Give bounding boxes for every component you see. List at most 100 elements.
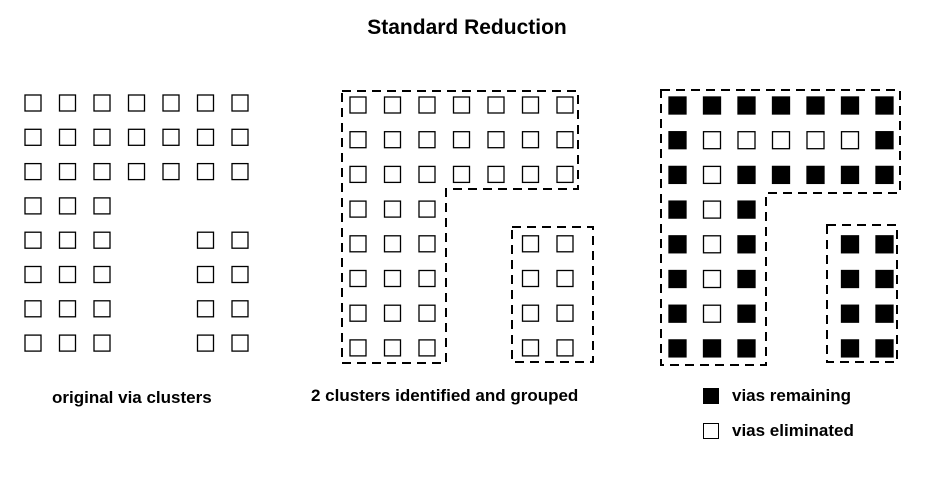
via xyxy=(93,94,111,112)
via xyxy=(196,300,215,318)
via-remaining xyxy=(875,304,894,323)
via xyxy=(452,96,471,114)
via-remaining xyxy=(668,304,687,323)
via xyxy=(231,334,249,352)
via xyxy=(556,96,574,114)
via xyxy=(521,235,540,253)
via xyxy=(58,197,77,215)
via-remaining xyxy=(840,304,860,323)
via xyxy=(196,265,215,284)
via xyxy=(24,197,42,215)
caption-clusters-grouped: 2 clusters identified and grouped xyxy=(311,386,579,405)
via xyxy=(383,339,402,357)
via xyxy=(231,265,249,284)
via xyxy=(521,304,540,322)
via xyxy=(487,165,505,184)
via-remaining xyxy=(840,339,860,358)
via xyxy=(487,131,505,149)
via xyxy=(93,128,111,146)
via-remaining xyxy=(737,269,756,289)
via-remaining xyxy=(875,96,894,115)
via-remaining xyxy=(840,165,860,185)
via xyxy=(383,235,402,253)
via xyxy=(349,200,367,218)
via xyxy=(93,197,111,215)
via-remaining xyxy=(737,165,756,185)
via-eliminated xyxy=(737,131,756,150)
via xyxy=(349,96,367,114)
via xyxy=(231,231,249,249)
via xyxy=(127,162,146,181)
via xyxy=(24,265,42,284)
via xyxy=(196,128,215,146)
via-remaining xyxy=(702,96,722,115)
panel-vias-after-reduction xyxy=(660,89,901,366)
via xyxy=(93,334,111,352)
via xyxy=(556,269,574,288)
via xyxy=(452,131,471,149)
via xyxy=(418,339,436,357)
via xyxy=(24,94,42,112)
via-remaining xyxy=(737,200,756,219)
via-remaining xyxy=(668,200,687,219)
l-shaped-cluster-outline xyxy=(660,89,901,366)
via xyxy=(383,200,402,218)
via-eliminated xyxy=(702,200,722,219)
via xyxy=(93,162,111,181)
via xyxy=(24,300,42,318)
via xyxy=(383,131,402,149)
via-eliminated xyxy=(840,131,860,150)
via xyxy=(349,339,367,357)
legend-label-eliminated: vias eliminated xyxy=(732,421,854,440)
panel-original-via-clusters xyxy=(24,94,249,352)
filled-square-icon xyxy=(703,388,719,404)
via xyxy=(418,235,436,253)
via xyxy=(383,165,402,184)
via xyxy=(196,94,215,112)
via xyxy=(58,334,77,352)
via xyxy=(452,165,471,184)
via-eliminated xyxy=(806,131,825,150)
via xyxy=(383,304,402,322)
via xyxy=(383,269,402,288)
via xyxy=(231,300,249,318)
legend-item-eliminated: vias eliminated xyxy=(703,421,854,441)
via xyxy=(349,235,367,253)
via xyxy=(58,162,77,181)
via xyxy=(418,304,436,322)
via xyxy=(556,339,574,357)
via-remaining xyxy=(668,339,687,358)
via-eliminated xyxy=(771,131,791,150)
via xyxy=(556,235,574,253)
via xyxy=(24,231,42,249)
via xyxy=(231,128,249,146)
via-remaining xyxy=(737,96,756,115)
via xyxy=(127,94,146,112)
via xyxy=(196,231,215,249)
diagram-title: Standard Reduction xyxy=(367,16,567,39)
caption-original-via-clusters: original via clusters xyxy=(52,388,212,407)
via-remaining xyxy=(771,165,791,185)
via-remaining xyxy=(875,269,894,289)
via-remaining xyxy=(737,304,756,323)
via xyxy=(24,162,42,181)
via xyxy=(349,165,367,184)
via xyxy=(24,334,42,352)
via-remaining xyxy=(875,165,894,185)
via xyxy=(24,128,42,146)
via xyxy=(521,339,540,357)
via xyxy=(162,162,180,181)
via xyxy=(58,94,77,112)
via-eliminated xyxy=(702,165,722,185)
via xyxy=(521,96,540,114)
via xyxy=(383,96,402,114)
via xyxy=(349,131,367,149)
via-remaining xyxy=(737,339,756,358)
via-eliminated xyxy=(702,269,722,289)
via-eliminated xyxy=(702,235,722,254)
via xyxy=(231,162,249,181)
legend-item-remaining: vias remaining xyxy=(703,386,851,406)
via-remaining xyxy=(737,235,756,254)
via-remaining xyxy=(702,339,722,358)
